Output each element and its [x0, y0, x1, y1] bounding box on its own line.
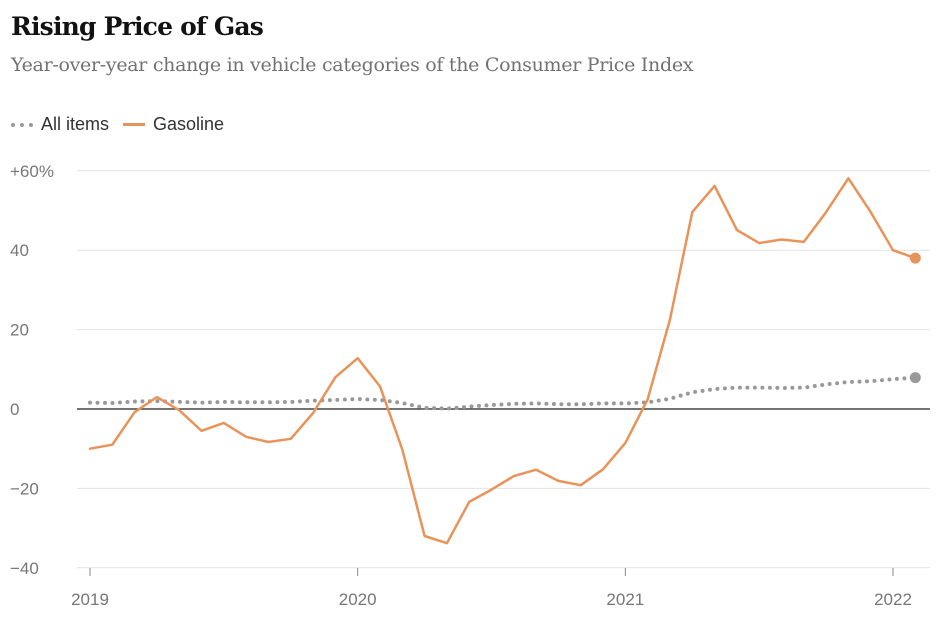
y-tick-label: +60%	[10, 162, 54, 181]
x-tick-label: 2021	[606, 590, 644, 609]
chart-title: Rising Price of Gas	[11, 12, 264, 41]
x-tick-label: 2020	[339, 590, 377, 609]
legend-swatch-gasoline	[123, 123, 146, 126]
y-tick-label: 40	[10, 241, 29, 260]
series-line-all-items	[88, 375, 918, 411]
x-tick-label: 2022	[874, 590, 912, 609]
legend: All items Gasoline	[11, 114, 224, 135]
series-endpoint-gasoline	[909, 252, 921, 264]
y-tick-label: −40	[10, 559, 39, 578]
series-endpoint-all-items	[909, 372, 921, 384]
x-tick-label: 2019	[71, 590, 109, 609]
legend-label-all-items: All items	[41, 114, 110, 134]
series-line-gasoline	[88, 177, 917, 545]
chart-subtitle: Year-over-year change in vehicle categor…	[11, 54, 694, 76]
y-tick-label: 0	[10, 400, 19, 419]
legend-label-gasoline: Gasoline	[153, 114, 225, 134]
y-tick-label: −20	[10, 479, 39, 498]
y-tick-label: 20	[10, 321, 29, 340]
legend-swatch-all-items	[11, 122, 33, 127]
